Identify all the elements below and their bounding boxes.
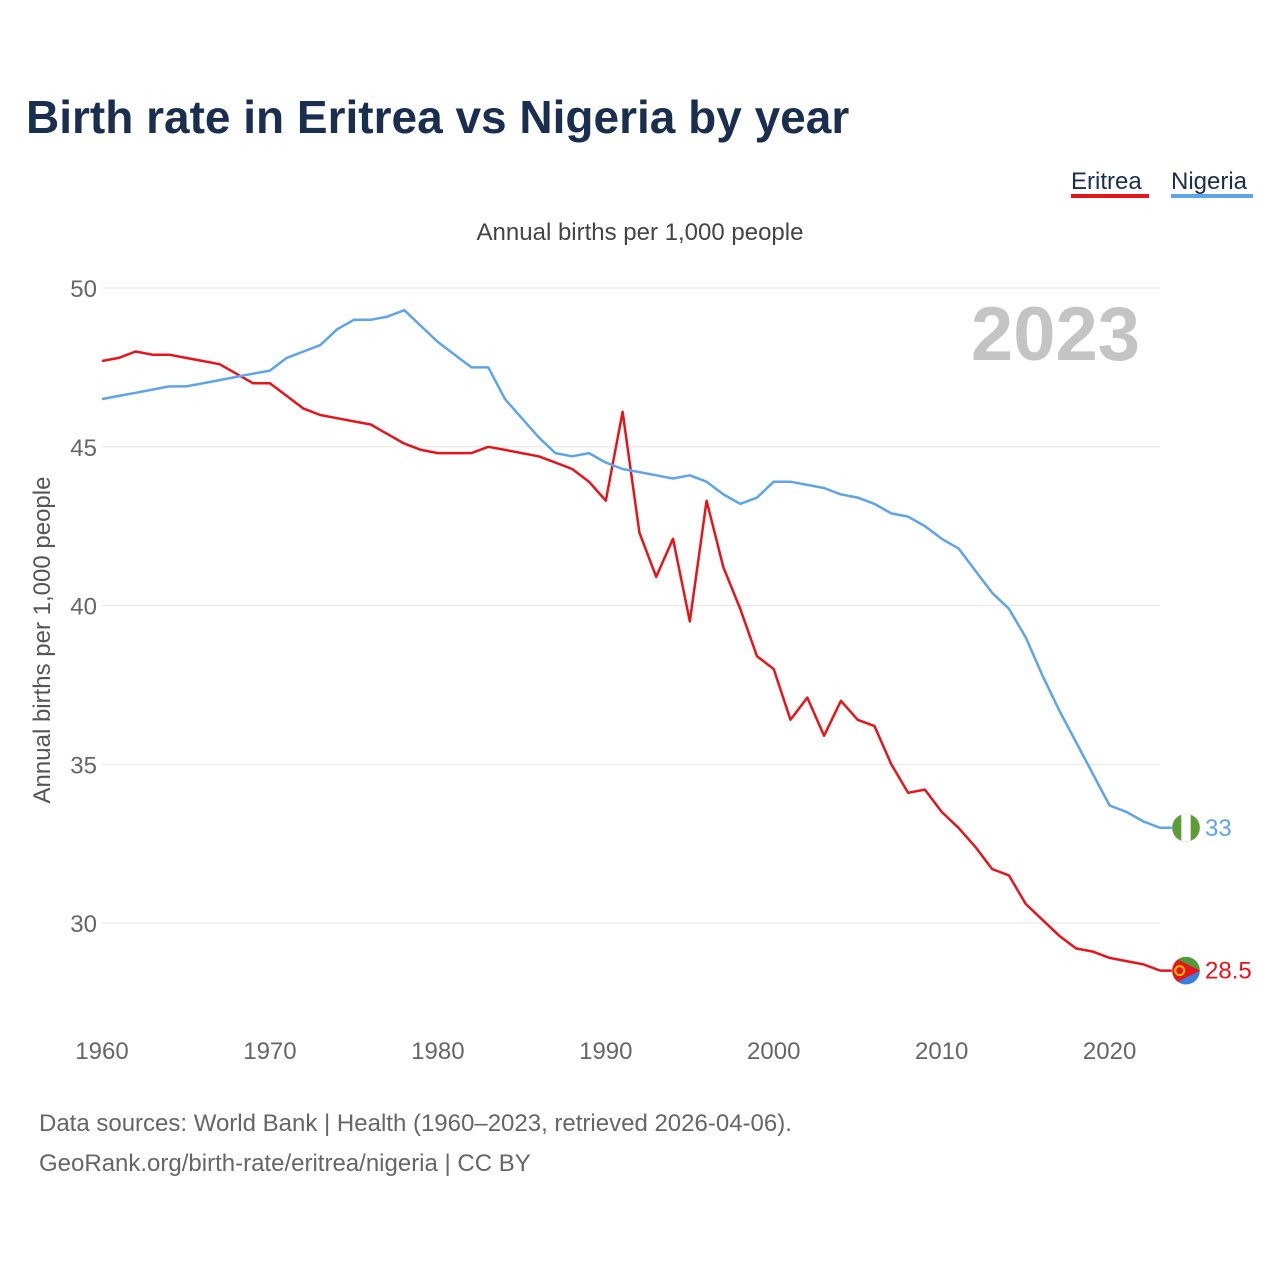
chart-title: Birth rate in Eritrea vs Nigeria by year	[26, 91, 849, 143]
legend-item-eritrea[interactable]: Eritrea	[1071, 168, 1149, 198]
grid-lines	[102, 287, 1160, 924]
legend-label: Nigeria	[1171, 168, 1248, 195]
x-axis: 1960 1970 1980 1990 2000 2010 2020	[75, 1038, 1136, 1065]
legend-swatch	[1071, 194, 1149, 198]
series-lines	[101, 308, 1161, 972]
legend-swatch	[1171, 194, 1253, 198]
series-line-nigeria	[101, 308, 1161, 829]
footer-source: Data sources: World Bank | Health (1960–…	[39, 1110, 792, 1137]
legend-item-nigeria[interactable]: Nigeria	[1171, 168, 1253, 198]
y-tick-label: 40	[70, 594, 97, 621]
nigeria-flag-icon	[1171, 813, 1201, 842]
y-tick-label: 35	[70, 752, 97, 779]
x-tick-label: 2010	[915, 1038, 968, 1065]
series-line-eritrea	[101, 350, 1161, 972]
x-tick-label: 2020	[1083, 1038, 1136, 1065]
legend: Eritrea Nigeria	[1071, 168, 1253, 198]
x-tick-label: 1960	[75, 1038, 128, 1065]
y-axis-label: Annual births per 1,000 people	[29, 477, 56, 804]
end-value-label-nigeria: 33	[1205, 815, 1232, 842]
y-tick-label: 45	[70, 435, 97, 462]
chart-subtitle: Annual births per 1,000 people	[477, 219, 804, 246]
legend-label: Eritrea	[1071, 168, 1142, 195]
footer-link[interactable]: GeoRank.org/birth-rate/eritrea/nigeria |…	[39, 1150, 531, 1177]
y-axis: 30 35 40 45 50	[70, 276, 97, 938]
x-tick-label: 1970	[243, 1038, 296, 1065]
y-tick-label: 50	[70, 276, 97, 303]
y-tick-label: 30	[70, 911, 97, 938]
end-markers: 28.5 33	[1160, 813, 1252, 985]
x-tick-label: 2000	[747, 1038, 800, 1065]
x-tick-label: 1990	[579, 1038, 632, 1065]
year-badge: 2023	[971, 292, 1140, 377]
eritrea-flag-icon	[1171, 956, 1201, 985]
end-value-label-eritrea: 28.5	[1205, 958, 1252, 985]
x-tick-label: 1980	[411, 1038, 464, 1065]
